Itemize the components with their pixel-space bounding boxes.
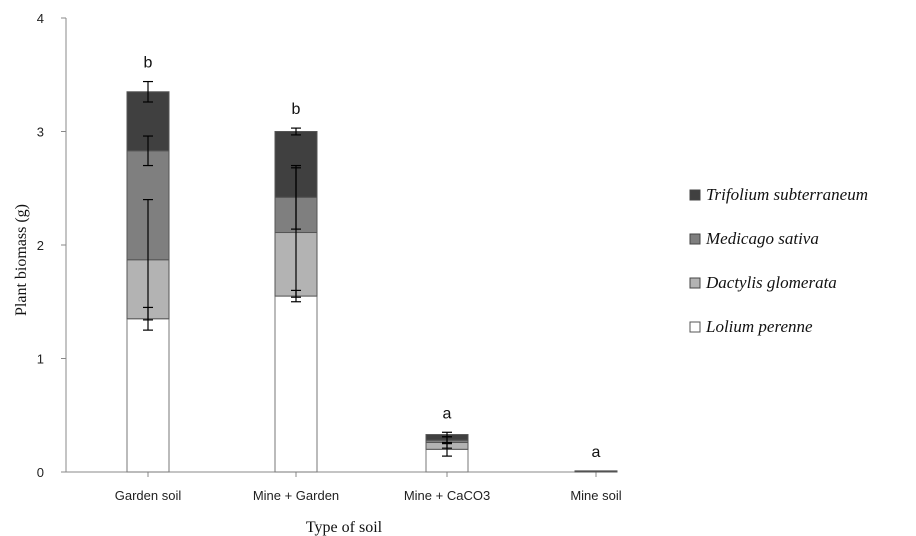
bars-group — [126, 91, 618, 473]
x-tick-label: Garden soil — [115, 488, 182, 503]
y-axis-title: Plant biomass (g) — [13, 204, 30, 316]
legend-label: Lolium perenne — [705, 317, 813, 336]
significance-label: a — [592, 444, 601, 461]
legend-swatch — [689, 321, 701, 333]
y-axis: 0 1 2 3 4 — [37, 11, 67, 480]
significance-label: b — [292, 101, 301, 118]
y-tick-label: 4 — [37, 11, 44, 26]
significance-label: b — [144, 55, 153, 72]
legend-label: Trifolium subterraneum — [706, 185, 868, 204]
bar-segment — [126, 318, 170, 473]
legend-label: Dactylis glomerata — [705, 273, 837, 292]
y-tick-label: 0 — [37, 465, 44, 480]
legend-swatch — [689, 277, 701, 289]
error-bars-group — [143, 80, 452, 457]
x-tick-label: Mine soil — [570, 488, 621, 503]
x-axis: Garden soil Mine + Garden Mine + CaCO3 Mine… — [66, 471, 622, 503]
x-axis-title: Type of soil — [306, 519, 383, 536]
significance-label: a — [443, 405, 452, 422]
legend-swatch — [689, 233, 701, 245]
bar-segment — [574, 470, 618, 473]
bar-segment — [274, 295, 318, 473]
significance-labels: b b a a — [144, 55, 601, 461]
x-tick-label: Mine + Garden — [253, 488, 339, 503]
y-tick-label: 1 — [37, 352, 44, 367]
legend-swatch — [689, 189, 701, 201]
legend-label: Medicago sativa — [705, 229, 819, 248]
y-tick-label: 2 — [37, 238, 44, 253]
y-tick-label: 3 — [37, 125, 44, 140]
x-tick-label: Mine + CaCO3 — [404, 488, 490, 503]
legend: Trifolium subterraneum Medicago sativa Dac… — [689, 185, 868, 336]
